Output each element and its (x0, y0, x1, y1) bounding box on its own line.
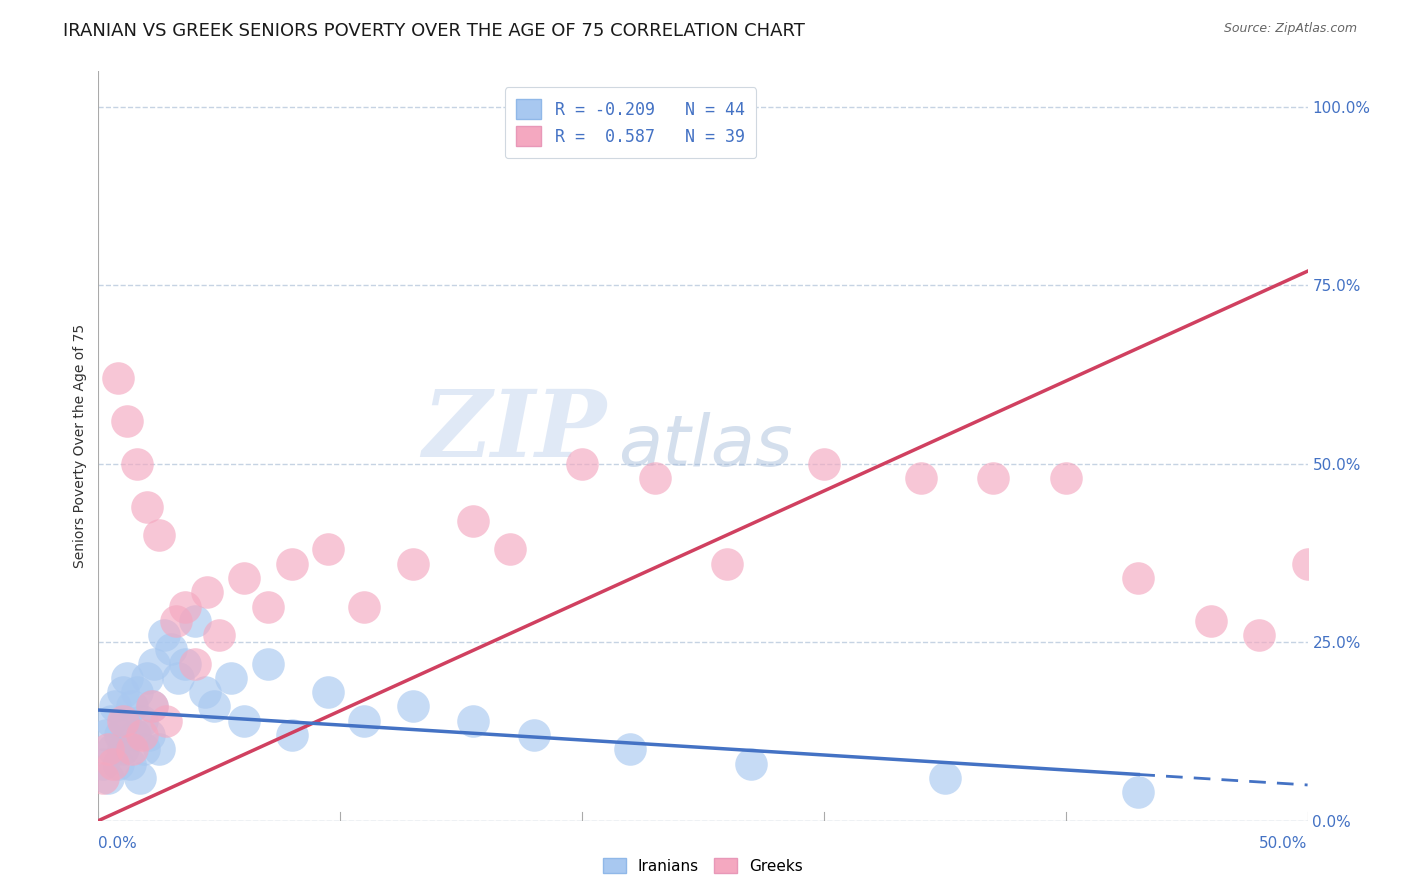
Point (94, 728, 117, 742)
Point (981, 471, 1004, 485)
Legend: R = -0.209   N = 44, R =  0.587   N = 39: R = -0.209 N = 44, R = 0.587 N = 39 (505, 87, 756, 158)
Point (934, 771, 956, 785)
Point (148, 528, 170, 542)
Point (127, 457, 149, 471)
Point (134, 742, 156, 756)
Point (128, 771, 150, 785)
Point (141, 699, 163, 714)
Point (117, 671, 139, 685)
Point (194, 685, 217, 699)
Point (498, 542, 520, 557)
Point (208, 628, 231, 642)
Point (131, 714, 153, 728)
Point (281, 728, 304, 742)
Point (118, 756, 141, 771)
Point (316, 542, 339, 557)
Point (1249, 628, 1271, 642)
Point (184, 657, 207, 671)
Point (91, 771, 114, 785)
Point (148, 742, 170, 756)
Point (107, 371, 129, 385)
Point (131, 728, 153, 742)
Point (1320, 756, 1343, 771)
Point (1128, 785, 1150, 799)
Text: Source: ZipAtlas.com: Source: ZipAtlas.com (1223, 22, 1357, 36)
Point (100, 714, 122, 728)
Point (463, 514, 485, 528)
Point (256, 657, 278, 671)
Point (165, 614, 187, 628)
Point (232, 714, 254, 728)
Point (1199, 614, 1222, 628)
Point (1296, 557, 1319, 571)
Point (141, 699, 163, 714)
Point (97, 771, 120, 785)
Point (256, 599, 278, 614)
Point (232, 571, 254, 585)
Point (204, 699, 226, 714)
Point (619, 742, 641, 756)
Point (111, 742, 134, 756)
Y-axis label: Seniors Poverty Over the Age of 75: Seniors Poverty Over the Age of 75 (73, 324, 87, 568)
Point (143, 657, 166, 671)
Point (167, 671, 190, 685)
Point (138, 728, 160, 742)
Point (114, 714, 136, 728)
Text: 50.0%: 50.0% (1260, 836, 1308, 851)
Text: IRANIAN VS GREEK SENIORS POVERTY OVER THE AGE OF 75 CORRELATION CHART: IRANIAN VS GREEK SENIORS POVERTY OVER TH… (63, 22, 806, 40)
Point (813, 457, 835, 471)
Point (111, 685, 134, 699)
Point (121, 699, 143, 714)
Point (174, 657, 197, 671)
Text: ZIP: ZIP (422, 386, 606, 476)
Point (124, 728, 146, 742)
Point (117, 414, 139, 428)
Point (716, 557, 738, 571)
Point (97, 742, 120, 756)
Point (523, 728, 546, 742)
Point (135, 671, 157, 685)
Point (184, 614, 207, 628)
Point (127, 685, 149, 699)
Point (402, 557, 425, 571)
Legend: Iranians, Greeks: Iranians, Greeks (596, 852, 810, 880)
Point (644, 471, 666, 485)
Point (910, 471, 932, 485)
Point (353, 599, 375, 614)
Point (1054, 471, 1077, 485)
Text: 0.0%: 0.0% (98, 836, 138, 851)
Point (402, 699, 425, 714)
Point (135, 500, 157, 514)
Point (571, 457, 593, 471)
Point (353, 714, 375, 728)
Point (195, 585, 218, 599)
Point (155, 714, 177, 728)
Point (1128, 571, 1150, 585)
Text: atlas: atlas (619, 411, 793, 481)
Point (107, 756, 129, 771)
Point (91, 756, 114, 771)
Point (740, 756, 762, 771)
Point (101, 756, 124, 771)
Point (121, 742, 143, 756)
Point (316, 685, 339, 699)
Point (111, 714, 134, 728)
Point (1344, 771, 1367, 785)
Point (281, 557, 304, 571)
Point (108, 728, 131, 742)
Point (221, 671, 243, 685)
Point (104, 699, 127, 714)
Point (152, 628, 174, 642)
Point (463, 714, 485, 728)
Point (101, 742, 124, 756)
Point (160, 642, 183, 657)
Point (174, 599, 197, 614)
